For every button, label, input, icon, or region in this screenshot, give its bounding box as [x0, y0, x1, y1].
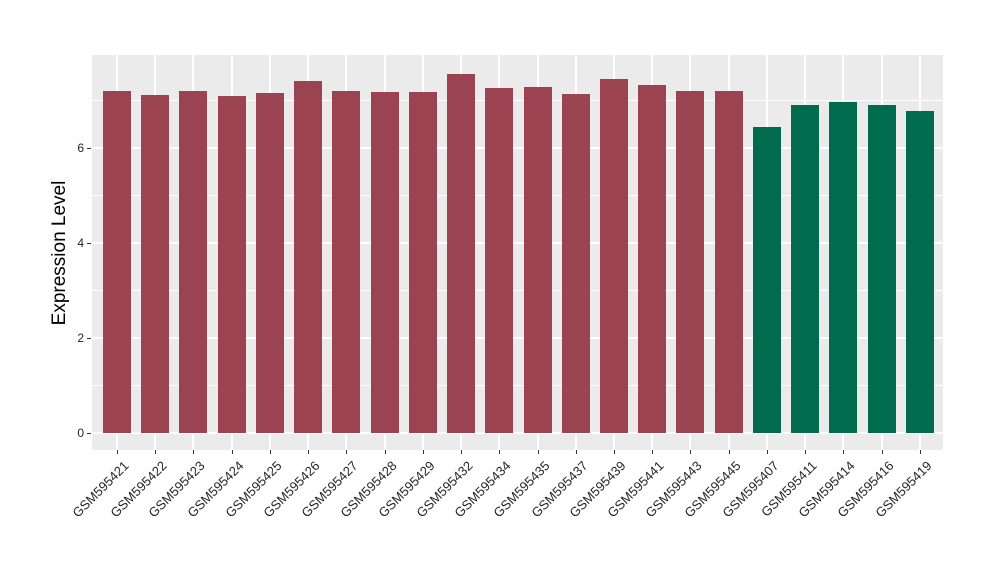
plot-panel [92, 55, 943, 450]
bar-GSM595441 [638, 85, 667, 433]
gridline-minor-y3 [92, 290, 943, 291]
x-tick-mark-GSM595443 [690, 450, 692, 454]
y-tick-mark-2 [87, 338, 91, 339]
x-tick-mark-GSM595437 [575, 450, 577, 454]
x-tick-mark-GSM595425 [269, 450, 271, 454]
x-tick-mark-GSM595429 [422, 450, 424, 454]
bar-GSM595429 [408, 91, 437, 433]
x-tick-mark-GSM595407 [766, 450, 768, 454]
x-tick-mark-GSM595414 [843, 450, 845, 454]
y-tick-label-6: 6 [77, 141, 84, 155]
bar-GSM595439 [599, 79, 628, 433]
x-tick-mark-GSM595419 [919, 450, 921, 454]
x-tick-mark-GSM595422 [155, 450, 157, 454]
bar-GSM595407 [752, 126, 781, 433]
x-tick-mark-GSM595428 [384, 450, 386, 454]
bar-GSM595435 [523, 86, 552, 433]
bar-GSM595411 [791, 105, 820, 433]
gridline-major-y6 [92, 147, 943, 149]
x-tick-mark-GSM595426 [308, 450, 310, 454]
x-tick-mark-GSM595435 [537, 450, 539, 454]
x-tick-mark-GSM595439 [613, 450, 615, 454]
gridline-major-y0 [92, 432, 943, 434]
x-tick-mark-GSM595434 [499, 450, 501, 454]
gridline-minor-y1 [92, 385, 943, 386]
y-tick-mark-0 [87, 433, 91, 434]
gridline-major-y4 [92, 242, 943, 244]
y-axis-title: Expression Level [49, 180, 70, 326]
bar-GSM595432 [447, 74, 476, 433]
bar-GSM595443 [676, 90, 705, 433]
bar-GSM595422 [141, 94, 170, 433]
bar-GSM595428 [370, 92, 399, 433]
bar-GSM595424 [217, 95, 246, 433]
x-tick-mark-GSM595424 [231, 450, 233, 454]
bar-GSM595416 [867, 105, 896, 433]
bar-GSM595427 [332, 91, 361, 433]
bar-GSM595425 [255, 93, 284, 433]
bar-GSM595414 [829, 101, 858, 433]
x-tick-mark-GSM595432 [461, 450, 463, 454]
x-tick-mark-GSM595427 [346, 450, 348, 454]
y-tick-label-0: 0 [77, 426, 84, 440]
bar-GSM595437 [561, 93, 590, 433]
x-tick-mark-GSM595411 [805, 450, 807, 454]
bar-GSM595426 [294, 80, 323, 433]
y-tick-label-2: 2 [77, 331, 84, 345]
y-tick-mark-6 [87, 148, 91, 149]
bar-GSM595423 [179, 90, 208, 433]
gridline-major-y2 [92, 337, 943, 339]
gridline-minor-y7 [92, 100, 943, 101]
bar-GSM595421 [103, 90, 131, 433]
bar-GSM595445 [714, 90, 743, 433]
x-tick-mark-GSM595441 [652, 450, 654, 454]
gridline-minor-y5 [92, 195, 943, 196]
y-tick-label-4: 4 [77, 236, 84, 250]
x-tick-mark-GSM595416 [881, 450, 883, 454]
x-tick-mark-GSM595421 [117, 450, 118, 454]
x-tick-mark-GSM595445 [728, 450, 730, 454]
bar-GSM595434 [485, 87, 514, 433]
bar-GSM595419 [905, 111, 934, 433]
y-tick-mark-4 [87, 243, 91, 244]
x-tick-mark-GSM595423 [193, 450, 195, 454]
